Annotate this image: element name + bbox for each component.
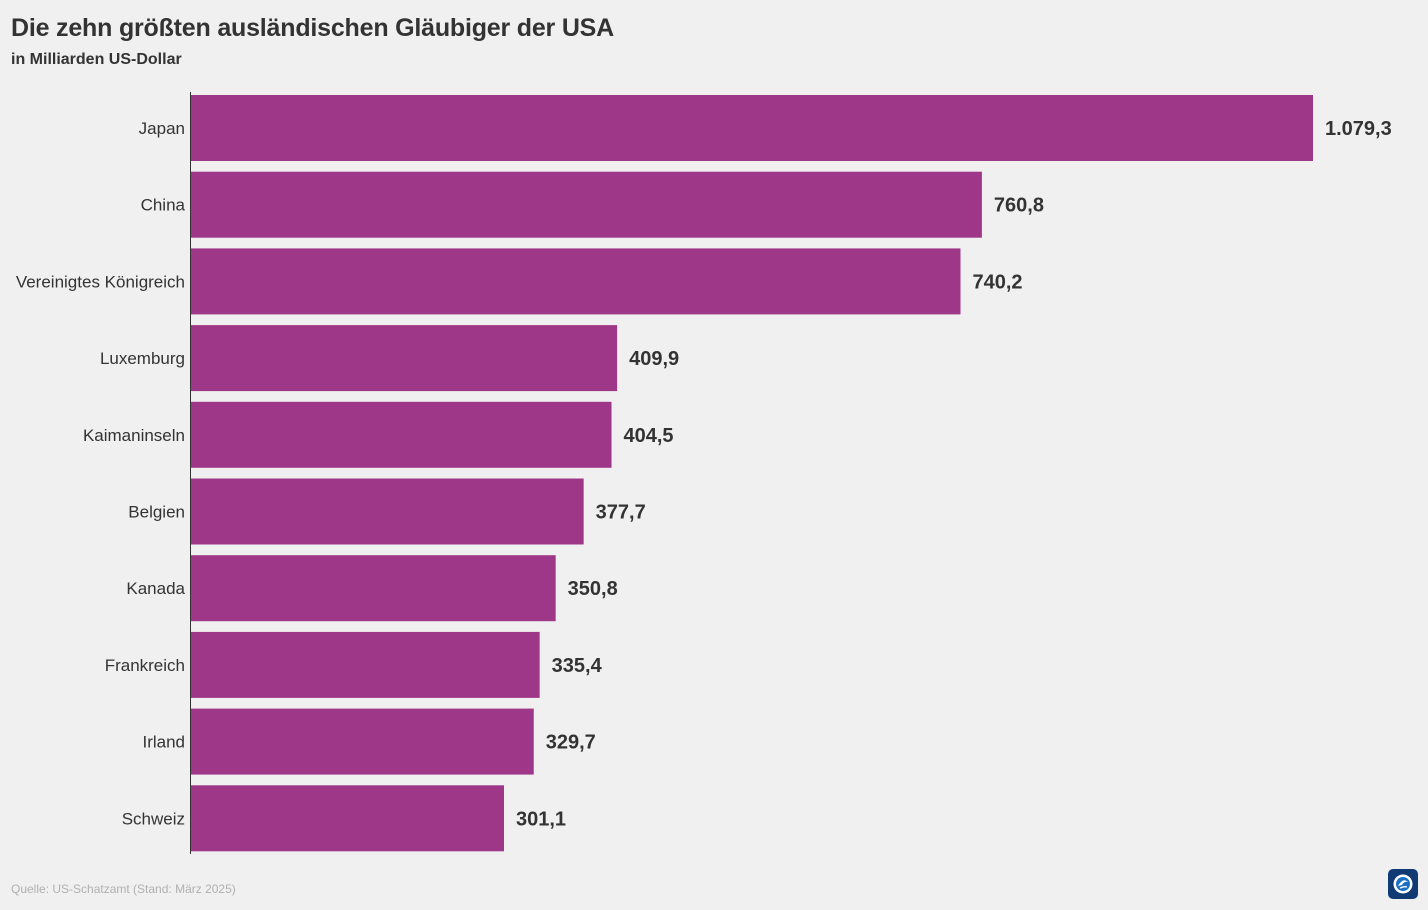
category-label: Japan [139,119,185,138]
category-label: Belgien [128,503,185,522]
category-label: China [141,196,186,215]
logo-emblem-icon [1393,874,1413,894]
category-label: Kanada [126,579,185,598]
bar [191,631,540,698]
bar [191,555,556,622]
value-label: 350,8 [568,578,618,600]
value-label: 404,5 [624,425,674,447]
bar [191,95,1313,161]
bar [191,248,961,315]
bar [191,325,618,392]
category-label: Frankreich [105,656,185,675]
source-note: Quelle: US-Schatzamt (Stand: März 2025) [11,882,236,896]
category-label: Schweiz [122,809,185,828]
value-label: 335,4 [552,655,603,677]
bar [191,171,982,238]
bar [191,401,612,468]
value-label: 329,7 [546,732,596,754]
bar [191,478,584,545]
broadcaster-logo-icon [1388,869,1418,899]
chart-subtitle: in Milliarden US-Dollar [11,51,182,68]
value-label: 1.079,3 [1325,118,1392,140]
category-label: Vereinigtes Königreich [16,272,185,291]
category-label: Irland [142,733,185,752]
value-label: 301,1 [516,808,566,830]
bar [191,708,534,775]
value-label: 760,8 [994,195,1044,217]
chart-title: Die zehn größten ausländischen Gläubiger… [11,14,615,42]
bar [191,785,505,852]
value-label: 740,2 [972,271,1022,293]
category-label: Kaimaninseln [83,426,185,445]
value-label: 409,9 [629,348,679,370]
category-label: Luxemburg [100,349,185,368]
value-label: 377,7 [596,502,646,524]
